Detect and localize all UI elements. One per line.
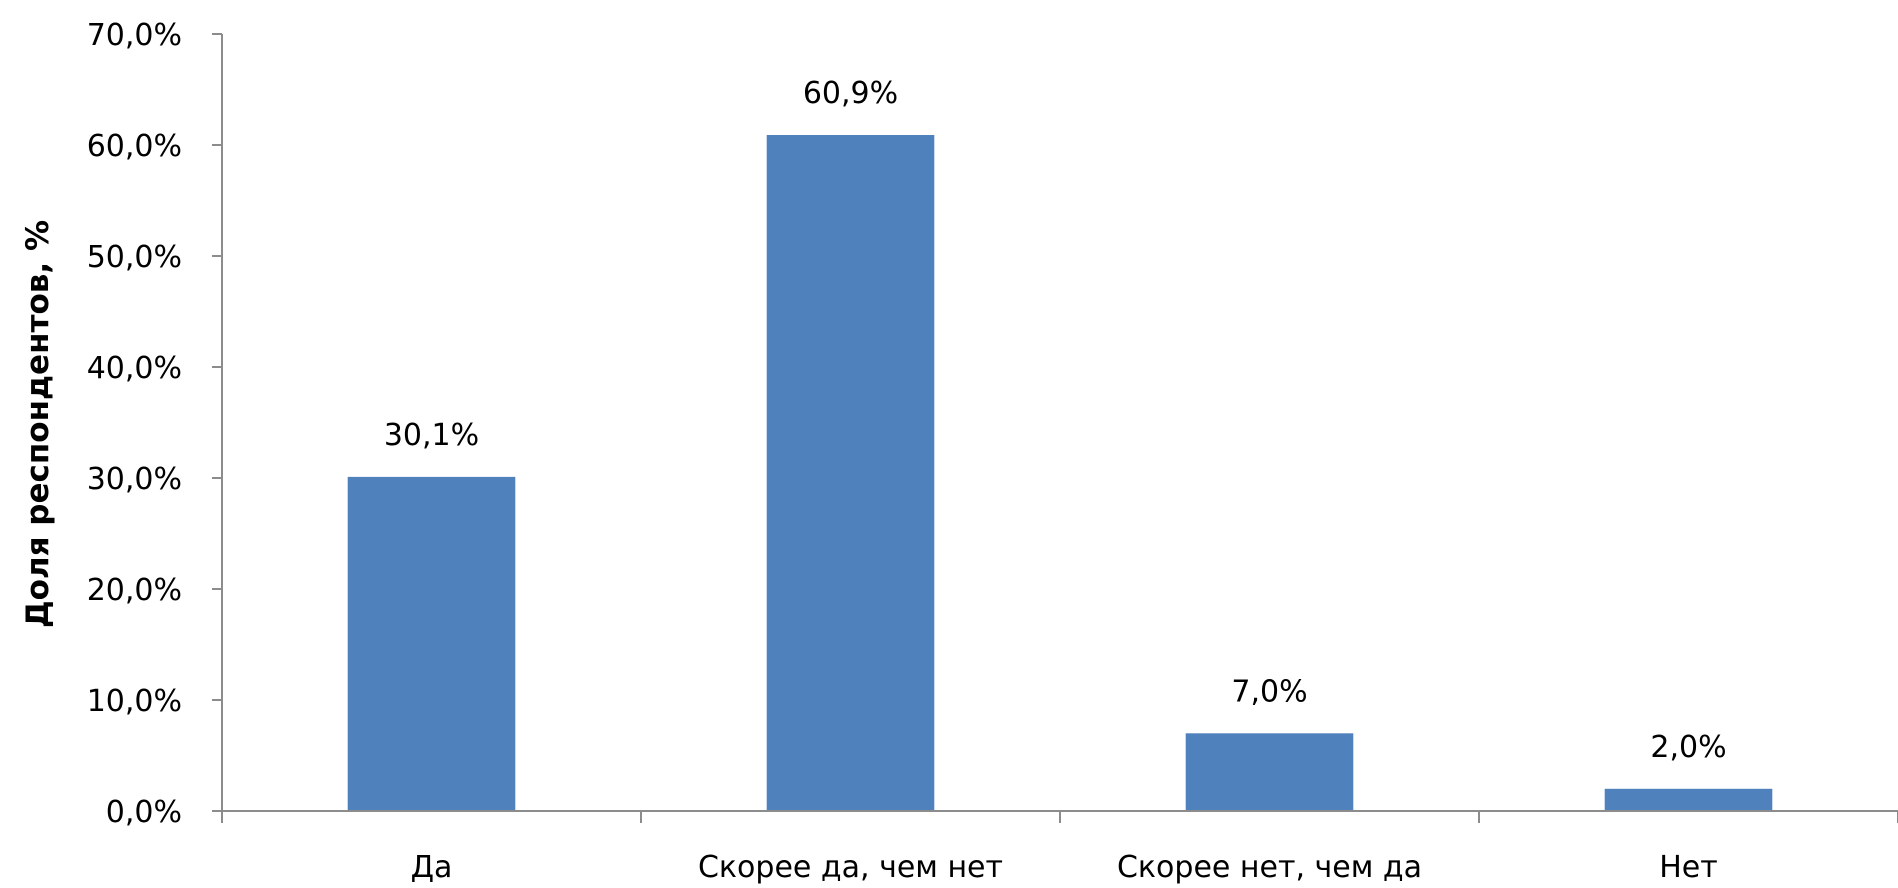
category-label: Скорее да, чем нет xyxy=(698,850,1003,885)
data-label: 2,0% xyxy=(1650,730,1726,765)
category-label: Скорее нет, чем да xyxy=(1117,850,1422,885)
category-label: Да xyxy=(411,850,453,885)
y-tick-label: 0,0% xyxy=(106,795,182,830)
bar xyxy=(1604,788,1773,811)
category-label: Нет xyxy=(1659,850,1718,885)
bar xyxy=(347,476,516,811)
data-label: 60,9% xyxy=(803,76,898,111)
bar xyxy=(766,135,935,811)
y-tick-label: 50,0% xyxy=(87,240,182,275)
bar xyxy=(1185,733,1354,811)
data-label: 30,1% xyxy=(384,418,479,453)
y-tick-label: 30,0% xyxy=(87,462,182,497)
y-axis-title: Доля респондентов, % xyxy=(20,220,56,628)
y-tick-label: 60,0% xyxy=(87,129,182,164)
y-tick-label: 10,0% xyxy=(87,684,182,719)
y-tick-label: 70,0% xyxy=(87,18,182,53)
data-label: 7,0% xyxy=(1231,674,1307,709)
y-tick-label: 20,0% xyxy=(87,573,182,608)
y-tick-label: 40,0% xyxy=(87,351,182,386)
